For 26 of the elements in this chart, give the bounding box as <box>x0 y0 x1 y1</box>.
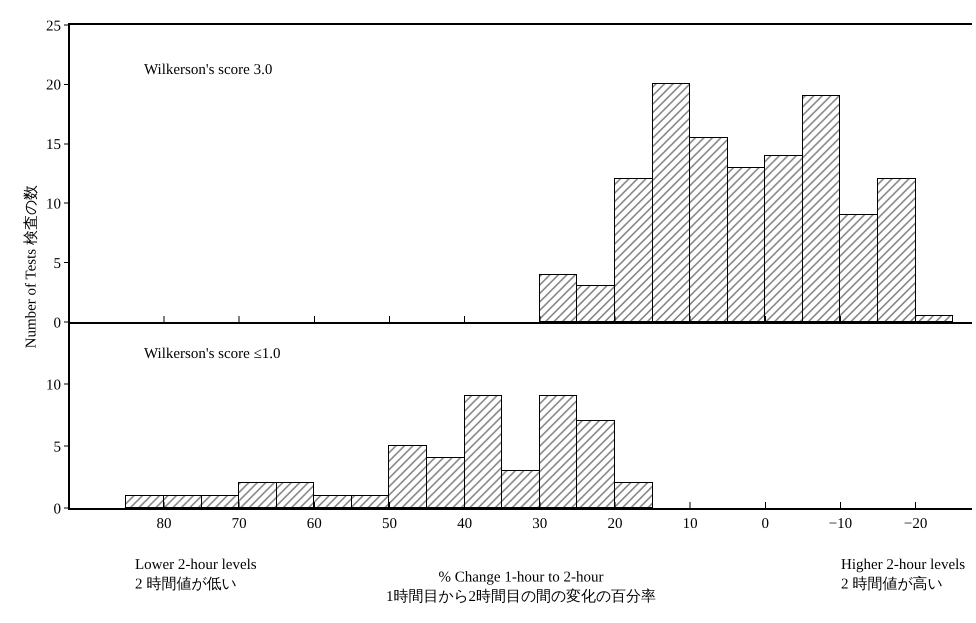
x-axis-title: % Change 1-hour to 2-hour 1時間目から2時間目の間の変化の百分率 <box>386 570 656 605</box>
x-tick-label: 10 <box>682 516 698 532</box>
x-tick-label: 0 <box>762 516 770 532</box>
x-tick-label: 70 <box>232 516 247 532</box>
y-tick-label: 0 <box>54 315 61 332</box>
x-tick-label: 30 <box>532 516 548 532</box>
y-axis-title: Number of Tests 検査の数 <box>22 185 40 348</box>
x-tick-label: 20 <box>607 516 622 532</box>
y-tick-label: 15 <box>46 137 61 154</box>
y-tick-label: 5 <box>54 439 61 456</box>
x-tick-label: −10 <box>828 516 852 532</box>
y-tick-label: 25 <box>46 18 61 34</box>
x-tick-label: 40 <box>457 516 472 532</box>
y-tick-label: 10 <box>46 377 61 394</box>
text: Lower 2-hour levels 2 時間値が低い <box>135 557 257 592</box>
y-tick-label: 5 <box>54 256 61 272</box>
y-tick-label: 20 <box>46 78 61 94</box>
text: Higher 2-hour levels 2 時間値が高い <box>841 557 966 592</box>
x-tick-label: 50 <box>382 516 397 532</box>
y-tick-label: 10 <box>46 196 61 212</box>
x-tick-label: 80 <box>156 516 172 532</box>
y-tick-label: 0 <box>54 501 61 518</box>
x-tick-label: −20 <box>904 516 928 532</box>
annotation: Wilkerson's score ≤1.0 <box>144 346 281 362</box>
x-tick-label: 60 <box>306 516 322 532</box>
annotation: Wilkerson's score 3.0 <box>144 62 272 78</box>
